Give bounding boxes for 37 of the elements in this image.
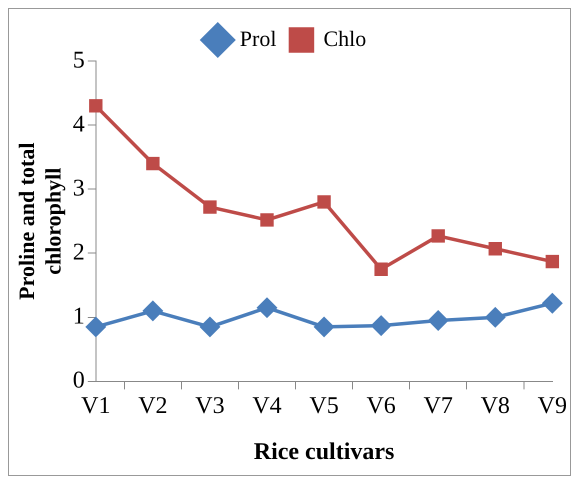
x-tick-label: V9 xyxy=(538,393,568,420)
legend-label: Prol xyxy=(240,26,276,51)
x-tick-label: V2 xyxy=(138,393,168,420)
legend-label: Chlo xyxy=(323,26,366,51)
point xyxy=(546,254,560,268)
y-tick-label: 5 xyxy=(72,47,85,74)
point xyxy=(143,301,163,321)
x-axis-title: Rice cultivars xyxy=(254,438,394,465)
y-tick-label: 2 xyxy=(72,240,85,266)
point xyxy=(203,200,217,214)
point xyxy=(488,242,502,256)
point xyxy=(257,298,277,318)
x-tick-label: V4 xyxy=(252,393,282,420)
point xyxy=(428,310,448,330)
point xyxy=(486,308,506,328)
y-tick-label: 4 xyxy=(72,111,85,138)
y-axis-title: Proline and total chlorophyll xyxy=(14,142,66,300)
y-tick-label: 0 xyxy=(72,368,85,394)
point xyxy=(542,293,562,313)
x-tick-label: V6 xyxy=(366,393,396,420)
y-tick-label: 1 xyxy=(72,304,85,330)
x-tick-label: V3 xyxy=(195,393,225,420)
x-tick-label: V8 xyxy=(480,393,510,420)
point xyxy=(432,229,445,243)
point xyxy=(146,156,160,170)
point xyxy=(260,213,274,227)
point xyxy=(86,317,106,337)
y-tick-label: 3 xyxy=(72,175,85,202)
x-tick-label: V1 xyxy=(81,393,110,420)
point xyxy=(371,316,391,336)
point xyxy=(200,317,220,337)
point xyxy=(374,262,388,276)
x-tick-label: V7 xyxy=(424,393,453,420)
point xyxy=(317,195,331,209)
x-tick-label: V5 xyxy=(309,393,339,420)
point xyxy=(89,99,102,113)
point xyxy=(314,317,334,337)
